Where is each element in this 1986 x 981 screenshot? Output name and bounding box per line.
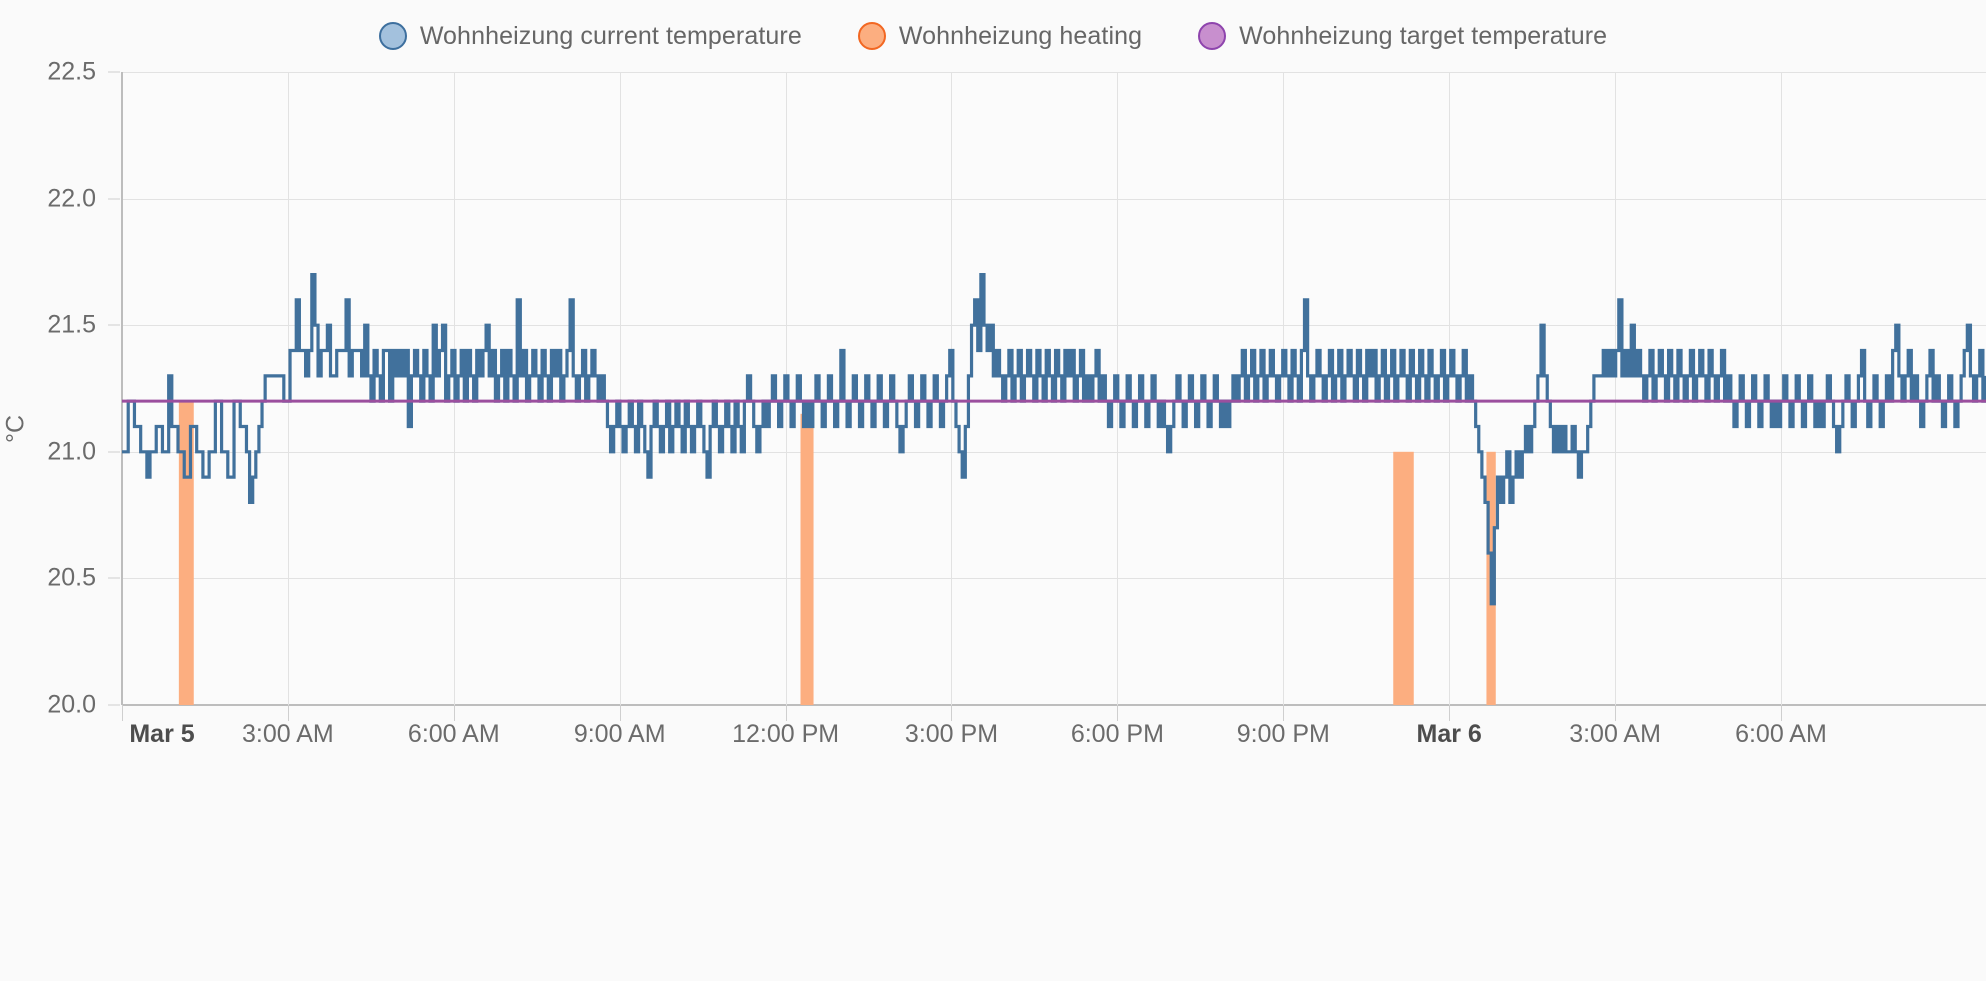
heating-area-series [178, 401, 1496, 705]
gridline-vertical [1780, 72, 1782, 705]
y-axis-tick-mark [108, 324, 120, 326]
x-axis-tick-label: 12:00 PM [732, 720, 840, 748]
circle-marker-icon [1198, 22, 1227, 50]
legend-label-target-temperature: Wohnheizung target temperature [1239, 21, 1608, 50]
legend-item-heating[interactable]: Wohnheizung heating [857, 21, 1143, 51]
x-axis-tick-mark [1449, 705, 1451, 721]
y-axis-tick-mark [108, 71, 120, 73]
plot-area: 22.5 22.0 21.5 21.0 20.5 20.0 Mar 5 3:00 AM 6:00… [47, 58, 1986, 748]
x-axis-tick-mark [785, 705, 787, 721]
y-axis-tick-mark [108, 577, 120, 579]
y-axis-tick-mark [108, 198, 120, 200]
circle-marker-icon [378, 22, 407, 50]
gridline-vertical [1283, 72, 1285, 705]
y-axis-tick-label: 21.5 [47, 310, 96, 339]
heating-pulse [800, 413, 814, 705]
legend-label-heating: Wohnheizung heating [898, 21, 1143, 50]
x-axis-tick-label: Mar 6 [1416, 720, 1482, 748]
chart-legend: Wohnheizung current temperature Wohnheiz… [0, 0, 1986, 72]
gridline-horizontal [122, 72, 1986, 73]
x-axis-tick-label: 9:00 PM [1236, 720, 1330, 748]
circle-marker-icon [857, 22, 886, 50]
series-layer [122, 272, 1986, 705]
y-axis-tick-label: 20.5 [47, 563, 96, 592]
gridline-horizontal [122, 325, 1986, 327]
x-axis-tick-label: Mar 5 [129, 720, 195, 748]
y-axis-tick-label: 20.0 [47, 690, 96, 719]
x-axis-tick-mark [1780, 705, 1782, 721]
x-axis-tick-label: 6:00 AM [407, 720, 500, 748]
y-axis-tick-label: 22.0 [47, 184, 96, 213]
x-axis-tick-label: 6:00 AM [1735, 720, 1827, 748]
x-axis-tick-mark [287, 705, 289, 721]
x-axis-tick-label: 9:00 AM [573, 720, 666, 748]
current-temperature-series [122, 272, 1986, 606]
x-axis-tick-mark [1283, 705, 1285, 721]
x-axis-tick-mark [453, 705, 455, 721]
x-axis-tick-mark [951, 705, 953, 721]
gridline-horizontal [122, 451, 1986, 453]
x-axis-tick-label: 3:00 AM [1569, 720, 1661, 748]
legend-item-current-temperature[interactable]: Wohnheizung current temperature [378, 21, 802, 51]
x-axis-tick-label: 3:00 PM [904, 720, 999, 748]
y-axis-tick-mark [108, 451, 120, 453]
gridline-horizontal [122, 704, 1986, 706]
x-axis-tick-label: 6:00 PM [1070, 720, 1164, 748]
y-axis-tick-mark [108, 704, 120, 706]
legend-label-current-temperature: Wohnheizung current temperature [419, 21, 802, 50]
gridline-horizontal [122, 578, 1986, 580]
x-axis-tick-mark [619, 705, 621, 721]
gridline-vertical [1449, 72, 1451, 705]
heating-pulse [1393, 451, 1414, 705]
legend-item-target-temperature[interactable]: Wohnheizung target temperature [1198, 22, 1607, 51]
y-axis-tick-label: 22.5 [47, 57, 96, 86]
gridline-horizontal [122, 198, 1986, 200]
x-axis-tick-label: 3:00 AM [242, 720, 334, 748]
x-axis-tick-mark [122, 705, 123, 721]
gridline-vertical [619, 72, 621, 705]
gridline-vertical [287, 72, 289, 705]
x-axis-tick-mark [1615, 705, 1617, 721]
axis-line-vertical [121, 72, 123, 705]
x-axis-tick-mark [1117, 705, 1119, 721]
y-axis-tick-label: 21.0 [47, 437, 96, 466]
gridline-vertical [1615, 72, 1617, 705]
